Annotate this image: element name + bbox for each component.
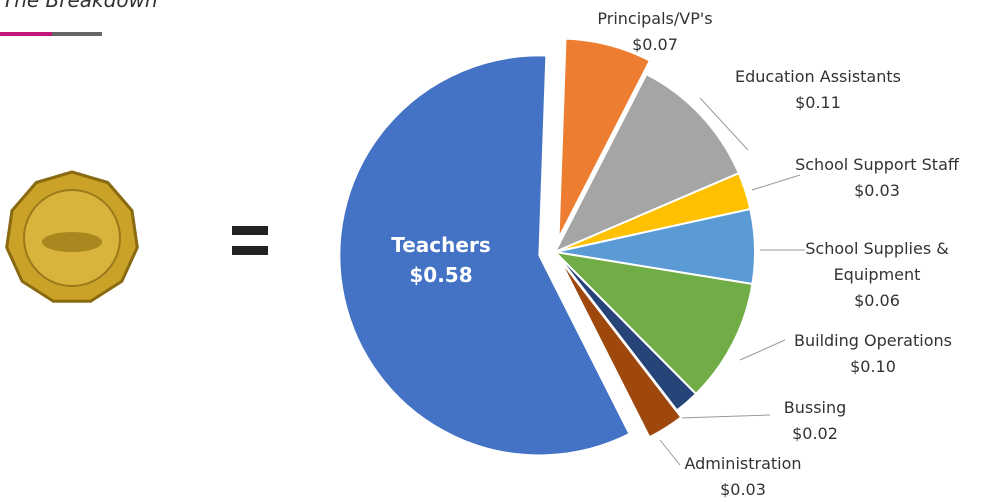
equals-sign: [232, 226, 268, 235]
value-label: $0.02: [715, 421, 915, 447]
category-label: Bussing: [715, 395, 915, 421]
title-accent: [52, 32, 102, 36]
page: {"chart_data": {"type": "pie", "title": …: [0, 0, 981, 501]
value-label: $0.58: [341, 260, 541, 290]
data-label: Building Operations$0.10: [773, 328, 973, 380]
value-label: $0.10: [773, 354, 973, 380]
equals-sign: [232, 246, 268, 255]
value-label: $0.11: [718, 90, 918, 116]
value-label: $0.03: [777, 178, 977, 204]
category-label: School Support Staff: [777, 152, 977, 178]
data-label: School Supplies & Equipment$0.06: [792, 236, 962, 314]
category-label: Building Operations: [773, 328, 973, 354]
category-label: Administration: [643, 451, 843, 477]
data-label: Principals/VP's$0.07: [555, 6, 755, 58]
category-label: Teachers: [341, 230, 541, 260]
data-label: Education Assistants$0.11: [718, 64, 918, 116]
value-label: $0.07: [555, 32, 755, 58]
data-label: Administration$0.03: [643, 451, 843, 503]
category-label: School Supplies & Equipment: [792, 236, 962, 288]
chart-title: The Breakdown: [2, 0, 158, 12]
coin: [7, 172, 138, 301]
category-label: Education Assistants: [718, 64, 918, 90]
value-label: $0.06: [792, 288, 962, 314]
data-label: Bussing$0.02: [715, 395, 915, 447]
title-accent: [0, 32, 52, 36]
data-label: Teachers$0.58: [341, 230, 541, 290]
data-label: School Support Staff$0.03: [777, 152, 977, 204]
category-label: Principals/VP's: [555, 6, 755, 32]
value-label: $0.03: [643, 477, 843, 503]
